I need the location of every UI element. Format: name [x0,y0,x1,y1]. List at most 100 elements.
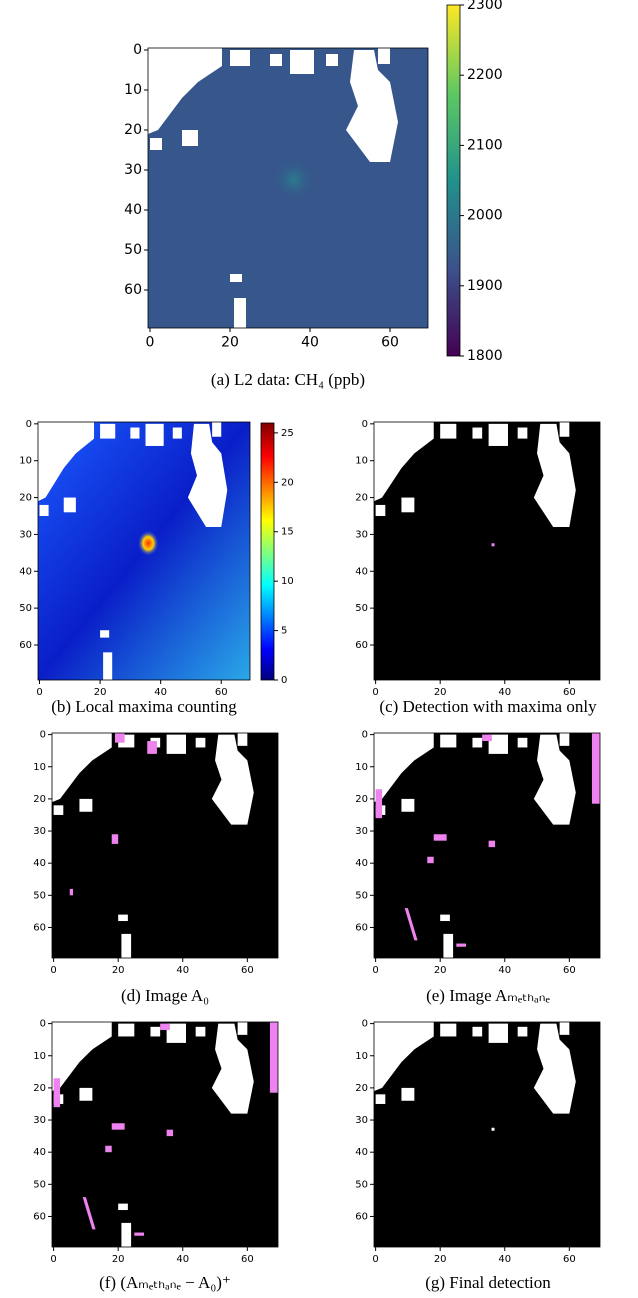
y-tick-label: 0 [362,730,368,741]
x-tick-label: 20 [434,687,447,698]
x-tick-label: 0 [36,687,42,698]
x-tick-label: 20 [221,334,239,350]
x-tick-label: 0 [146,334,155,350]
y-tick-label: 50 [124,242,142,258]
y-tick-label: 40 [124,202,142,218]
colorbar-tick-label: 2000 [467,208,503,224]
axes-frame [373,1021,601,1248]
colorbar-tick-label: 2100 [467,137,503,153]
x-tick-label: 20 [434,965,447,976]
axes-frame [51,732,279,959]
x-tick-label: 40 [301,334,319,350]
x-tick-label: 40 [176,965,189,976]
y-tick-label: 20 [124,122,142,138]
y-tick-label: 10 [355,762,368,773]
x-tick-label: 60 [241,965,254,976]
y-tick-label: 30 [355,529,368,540]
y-tick-label: 60 [124,282,142,298]
axes-frame [373,421,601,681]
x-tick-label: 0 [50,965,56,976]
detection [491,1127,495,1131]
x-tick-label: 0 [372,1254,378,1265]
colorbar-tick-label: 1900 [467,278,503,294]
y-tick-label: 40 [33,1147,46,1158]
colorbar-tick-label: 10 [281,576,294,587]
y-tick-label: 0 [362,419,368,430]
x-tick-label: 20 [112,965,125,976]
y-tick-label: 10 [33,1051,46,1062]
y-tick-label: 40 [355,858,368,869]
y-tick-label: 0 [362,1019,368,1030]
y-tick-label: 50 [355,890,368,901]
x-tick-label: 40 [498,1254,511,1265]
y-tick-label: 50 [33,890,46,901]
x-tick-label: 40 [176,1254,189,1265]
y-tick-label: 60 [19,640,32,651]
colorbar-tick-label: 0 [281,675,287,686]
caption: (a) L2 data: CH₄ (ppb) [211,370,365,389]
y-tick-label: 10 [19,456,32,467]
x-tick-label: 60 [563,687,576,698]
y-tick-label: 10 [355,1051,368,1062]
y-tick-label: 0 [40,730,46,741]
y-tick-label: 10 [124,82,142,98]
y-tick-label: 40 [19,566,32,577]
y-tick-label: 20 [33,794,46,805]
y-tick-label: 60 [355,922,368,933]
x-tick-label: 40 [498,965,511,976]
y-tick-label: 20 [33,1083,46,1094]
x-tick-label: 40 [498,687,511,698]
y-tick-label: 30 [33,1115,46,1126]
x-tick-label: 60 [563,965,576,976]
y-tick-label: 20 [19,493,32,504]
colorbar-tick-label: 2300 [467,0,503,13]
x-tick-label: 60 [381,334,399,350]
colorbar-tick-label: 1800 [467,348,503,364]
caption: (g) Final detection [425,1273,551,1292]
colorbar-tick-label: 25 [281,428,294,439]
y-tick-label: 50 [33,1179,46,1190]
y-tick-label: 50 [355,603,368,614]
colorbar-tick-label: 2200 [467,67,503,83]
y-tick-label: 30 [19,529,32,540]
y-tick-label: 20 [355,794,368,805]
y-tick-label: 30 [355,826,368,837]
colorbar-tick-label: 20 [281,477,294,488]
axes-frame [373,732,601,959]
axes-frame [147,47,429,329]
x-tick-label: 20 [94,687,107,698]
x-tick-label: 0 [372,687,378,698]
y-tick-label: 0 [40,1019,46,1030]
y-tick-label: 60 [33,922,46,933]
y-tick-label: 10 [33,762,46,773]
x-tick-label: 0 [50,1254,56,1265]
x-tick-label: 20 [434,1254,447,1265]
detection [491,543,495,547]
caption: (e) Image Aₘₑₜₕₐₙₑ [426,986,550,1005]
x-tick-label: 60 [241,1254,254,1265]
colorbar [446,4,461,357]
caption: (c) Detection with maxima only [379,697,597,716]
colorbar-tick-label: 5 [281,626,287,637]
caption: (b) Local maxima counting [51,697,237,716]
colorbar-tick-label: 15 [281,527,294,538]
y-tick-label: 60 [33,1211,46,1222]
y-tick-label: 0 [133,42,142,58]
axes-frame [51,1021,279,1248]
x-tick-label: 0 [372,965,378,976]
y-tick-label: 20 [355,1083,368,1094]
colorbar [260,422,275,681]
y-tick-label: 20 [355,493,368,504]
y-tick-label: 60 [355,1211,368,1222]
y-tick-label: 30 [124,162,142,178]
x-tick-label: 60 [563,1254,576,1265]
y-tick-label: 60 [355,640,368,651]
y-tick-label: 10 [355,456,368,467]
y-tick-label: 40 [33,858,46,869]
y-tick-label: 40 [355,566,368,577]
axes-frame [37,421,251,681]
y-tick-label: 50 [19,603,32,614]
caption: (f) (Aₘₑₜₕₐₙₑ − A₀)⁺ [99,1273,231,1292]
y-tick-label: 30 [355,1115,368,1126]
